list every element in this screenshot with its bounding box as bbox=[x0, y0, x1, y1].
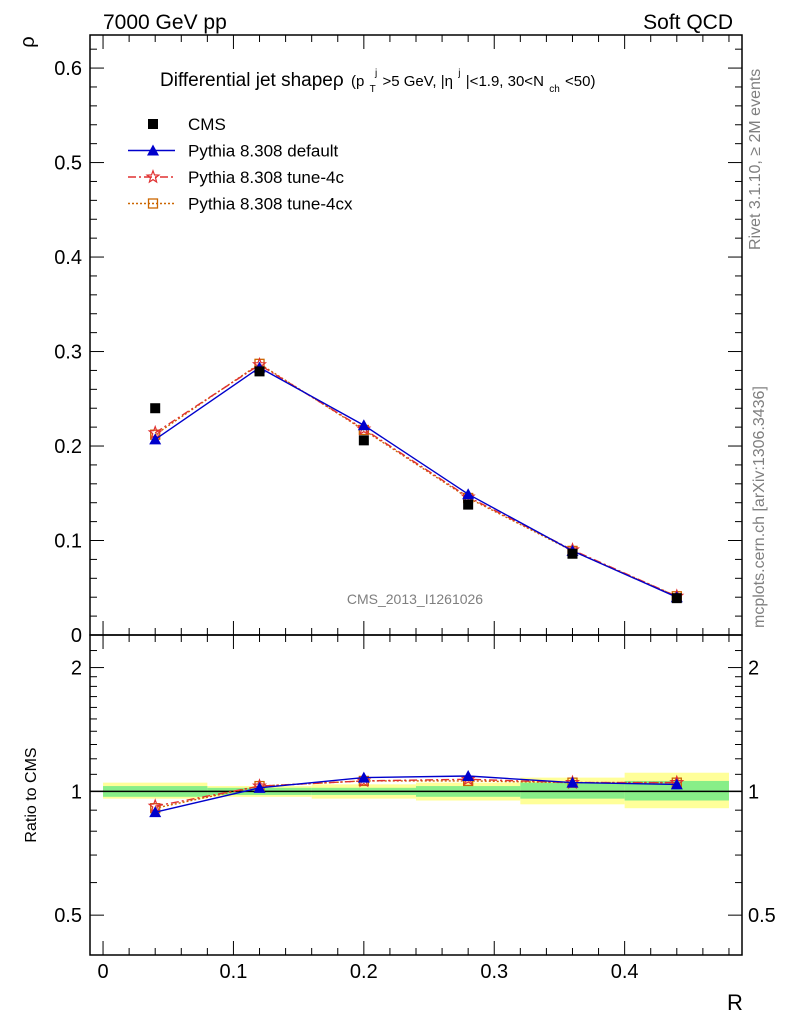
ratio-y-tick-label-right: 0.5 bbox=[748, 905, 776, 927]
title-main: Differential jet shapeρ bbox=[160, 70, 344, 91]
ratio-point bbox=[253, 781, 266, 793]
y-tick-label: 0 bbox=[71, 625, 82, 647]
legend-item: Pythia 8.308 tune-4cx bbox=[128, 195, 353, 214]
analysis-label: CMS_2013_I1261026 bbox=[347, 591, 483, 607]
legend-item: CMS bbox=[148, 115, 226, 134]
legend-marker bbox=[147, 198, 159, 209]
legend-item: Pythia 8.308 tune-4c bbox=[128, 168, 344, 187]
data-point bbox=[460, 489, 476, 504]
legend-marker bbox=[147, 144, 159, 156]
data-point bbox=[567, 548, 578, 559]
ratio-point bbox=[356, 773, 372, 788]
legend-marker bbox=[145, 169, 161, 184]
ratio-ylabel: Ratio to CMS bbox=[23, 747, 40, 842]
ratio-point bbox=[670, 778, 683, 790]
main-title: Differential jet shapeρ (p T j >5 GeV, |… bbox=[160, 60, 595, 97]
x-tick-label: 0.3 bbox=[480, 961, 508, 983]
main-plot-area bbox=[147, 356, 685, 604]
data-point bbox=[358, 435, 369, 446]
title-mid: >5 GeV, |η bbox=[383, 73, 453, 90]
data-point bbox=[149, 433, 162, 445]
data-point bbox=[150, 403, 161, 414]
series-line bbox=[154, 362, 678, 597]
svg-text:Differential jet shapeρ: Differential jet shapeρ (p T j >5 GeV, |… bbox=[160, 60, 595, 97]
data-point bbox=[671, 593, 682, 604]
x-tick-label: 0.1 bbox=[220, 961, 248, 983]
data-point bbox=[357, 419, 370, 431]
title-open: (p bbox=[351, 73, 364, 90]
y-tick-label: 0.2 bbox=[54, 436, 82, 458]
title-sup-j1: j bbox=[374, 68, 377, 79]
legend-label: Pythia 8.308 default bbox=[188, 142, 339, 161]
y-tick-label: 0.6 bbox=[54, 58, 82, 80]
legend: CMS Pythia 8.308 default Pythia 8.308 tune… bbox=[128, 115, 353, 214]
legend-label: CMS bbox=[188, 115, 226, 134]
ratio-line bbox=[155, 775, 677, 813]
series-pythia-8-308-default bbox=[149, 361, 683, 603]
category-label: Soft QCD bbox=[643, 11, 733, 34]
ratio-point bbox=[566, 776, 579, 788]
ratio-point bbox=[462, 769, 475, 781]
legend-item: Pythia 8.308 default bbox=[128, 142, 339, 161]
y-tick-label: 0.5 bbox=[54, 153, 82, 175]
ratio-plot-area bbox=[90, 769, 742, 818]
ratio-y-tick-label-right: 2 bbox=[748, 658, 759, 680]
x-axis-tick-labels: 0 0.1 0.2 0.3 0.4 bbox=[97, 961, 638, 983]
data-point bbox=[356, 421, 372, 436]
series-line bbox=[154, 366, 678, 598]
ratio-point bbox=[357, 771, 370, 783]
legend-label: Pythia 8.308 tune-4cx bbox=[188, 195, 353, 214]
data-point bbox=[254, 366, 265, 377]
x-axis-label: R bbox=[727, 990, 743, 1015]
ratio-panel: 0.5 0.5 1 1 2 2 Ratio to CMS bbox=[23, 634, 776, 956]
title-close: <50) bbox=[565, 73, 595, 90]
title-sub-ch: ch bbox=[549, 84, 560, 95]
ratio-point bbox=[460, 771, 476, 786]
ratio-series-pythia-8-308-default bbox=[149, 769, 683, 818]
mcplots-label: mcplots.cern.ch [arXiv:1306.3436] bbox=[751, 386, 768, 628]
series-cms bbox=[150, 366, 682, 604]
ratio-y-tick-label: 2 bbox=[71, 658, 82, 680]
series-line bbox=[154, 363, 678, 597]
title-sup-j2: j bbox=[457, 68, 460, 79]
x-tick-label: 0.4 bbox=[611, 961, 639, 983]
x-tick-label: 0 bbox=[97, 961, 108, 983]
ratio-y-tick-label-right: 1 bbox=[748, 781, 759, 803]
ratio-y-tick-label: 1 bbox=[71, 781, 82, 803]
legend-label: Pythia 8.308 tune-4c bbox=[188, 168, 344, 187]
main-panel: 0 0.1 0.2 0.3 0.4 0.5 0.6 Differential jet sha… bbox=[17, 34, 743, 647]
title-sub-t: T bbox=[370, 84, 376, 95]
ratio-point bbox=[149, 806, 162, 818]
energy-label: 7000 GeV pp bbox=[103, 11, 227, 34]
y-tick-label: 0.3 bbox=[54, 342, 82, 364]
ratio-axis-ticks: 0.5 0.5 1 1 2 2 bbox=[54, 634, 776, 956]
ratio-y-tick-label: 0.5 bbox=[54, 905, 82, 927]
main-ylabel: ρ bbox=[17, 36, 39, 47]
data-point bbox=[463, 499, 474, 510]
x-tick-label: 0.2 bbox=[350, 961, 378, 983]
data-point bbox=[462, 488, 475, 500]
y-tick-label: 0.1 bbox=[54, 531, 82, 553]
title-mid2: |<1.9, 30<N bbox=[466, 73, 544, 90]
rivet-label: Rivet 3.1.10, ≥ 2M events bbox=[747, 69, 764, 250]
y-tick-label: 0.4 bbox=[54, 247, 82, 269]
legend-marker bbox=[148, 119, 158, 129]
